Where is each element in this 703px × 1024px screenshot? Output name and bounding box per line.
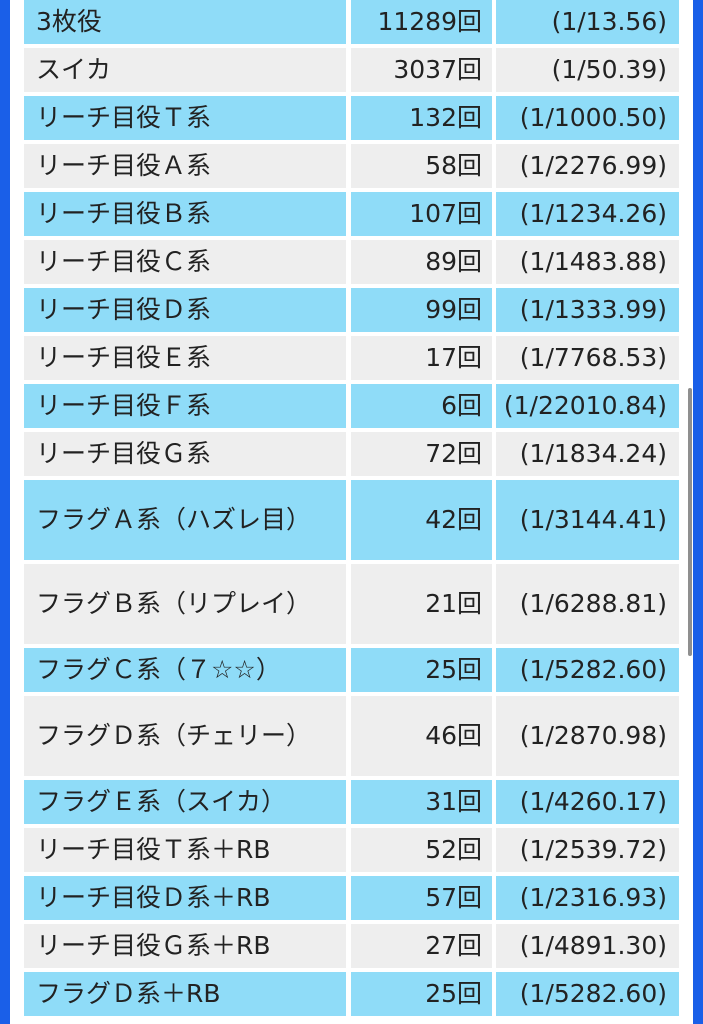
table-row: リーチ目役Ｔ系 132回 (1/1000.50) (24, 96, 679, 140)
table-row: リーチ目役Ｇ系＋RB 27回 (1/4891.30) (24, 924, 679, 968)
table-row: 3枚役 11289回 (1/13.56) (24, 0, 679, 44)
probability-cell: (1/2870.98) (496, 696, 679, 776)
role-name-cell: フラグＡ系（ハズレ目） (24, 480, 346, 560)
count-cell: 42回 (351, 480, 492, 560)
probability-cell: (1/50.39) (496, 48, 679, 92)
role-name-cell: スイカ (24, 48, 346, 92)
probability-cell: (1/6288.81) (496, 564, 679, 644)
probability-cell: (1/2276.99) (496, 144, 679, 188)
role-name-cell: フラグＤ系（チェリー） (24, 696, 346, 776)
role-name-cell: フラグＣ系（７☆☆） (24, 648, 346, 692)
probability-cell: (1/4260.17) (496, 780, 679, 824)
probability-cell: (1/3144.41) (496, 480, 679, 560)
probability-table: 3枚役 11289回 (1/13.56) スイカ 3037回 (1/50.39)… (24, 0, 679, 1020)
role-name-cell: リーチ目役Ｄ系＋RB (24, 876, 346, 920)
probability-cell: (1/2539.72) (496, 828, 679, 872)
count-cell: 27回 (351, 924, 492, 968)
table-row: リーチ目役Ｄ系＋RB 57回 (1/2316.93) (24, 876, 679, 920)
count-cell: 25回 (351, 648, 492, 692)
table-row: リーチ目役Ａ系 58回 (1/2276.99) (24, 144, 679, 188)
count-cell: 57回 (351, 876, 492, 920)
count-cell: 21回 (351, 564, 492, 644)
probability-cell: (1/22010.84) (496, 384, 679, 428)
count-cell: 31回 (351, 780, 492, 824)
probability-cell: (1/1234.26) (496, 192, 679, 236)
count-cell: 132回 (351, 96, 492, 140)
role-name-cell: フラグＥ系（スイカ） (24, 780, 346, 824)
role-name-cell: リーチ目役Ｅ系 (24, 336, 346, 380)
count-cell: 3037回 (351, 48, 492, 92)
probability-cell: (1/13.56) (496, 0, 679, 44)
probability-cell: (1/7768.53) (496, 336, 679, 380)
role-name-cell: リーチ目役Ｇ系＋RB (24, 924, 346, 968)
count-cell: 52回 (351, 828, 492, 872)
table-row: フラグＡ系（ハズレ目） 42回 (1/3144.41) (24, 480, 679, 560)
table-row: リーチ目役Ｂ系 107回 (1/1234.26) (24, 192, 679, 236)
role-name-cell: リーチ目役Ｇ系 (24, 432, 346, 476)
role-name-cell: フラグＤ系＋RB (24, 972, 346, 1016)
count-cell: 89回 (351, 240, 492, 284)
right-border (693, 0, 703, 1024)
probability-cell: (1/1000.50) (496, 96, 679, 140)
count-cell: 46回 (351, 696, 492, 776)
count-cell: 6回 (351, 384, 492, 428)
role-name-cell: リーチ目役Ｔ系 (24, 96, 346, 140)
table-row: フラグＤ系＋RB 25回 (1/5282.60) (24, 972, 679, 1016)
left-border (0, 0, 10, 1024)
table-row: リーチ目役Ｆ系 6回 (1/22010.84) (24, 384, 679, 428)
role-name-cell: リーチ目役Ａ系 (24, 144, 346, 188)
role-name-cell: リーチ目役Ｄ系 (24, 288, 346, 332)
probability-cell: (1/5282.60) (496, 972, 679, 1016)
probability-cell: (1/4891.30) (496, 924, 679, 968)
role-name-cell: リーチ目役Ｆ系 (24, 384, 346, 428)
role-name-cell: リーチ目役Ｂ系 (24, 192, 346, 236)
count-cell: 58回 (351, 144, 492, 188)
count-cell: 72回 (351, 432, 492, 476)
table-row: リーチ目役Ｇ系 72回 (1/1834.24) (24, 432, 679, 476)
table-row: リーチ目役Ｄ系 99回 (1/1333.99) (24, 288, 679, 332)
vertical-scrollbar[interactable] (688, 388, 692, 656)
role-name-cell: フラグＢ系（リプレイ） (24, 564, 346, 644)
count-cell: 11289回 (351, 0, 492, 44)
table-row: リーチ目役Ｃ系 89回 (1/1483.88) (24, 240, 679, 284)
table-row: フラグＥ系（スイカ） 31回 (1/4260.17) (24, 780, 679, 824)
table-row: フラグＤ系（チェリー） 46回 (1/2870.98) (24, 696, 679, 776)
count-cell: 99回 (351, 288, 492, 332)
probability-cell: (1/2316.93) (496, 876, 679, 920)
table-row: フラグＣ系（７☆☆） 25回 (1/5282.60) (24, 648, 679, 692)
count-cell: 107回 (351, 192, 492, 236)
table-row: フラグＢ系（リプレイ） 21回 (1/6288.81) (24, 564, 679, 644)
probability-cell: (1/1834.24) (496, 432, 679, 476)
role-name-cell: リーチ目役Ｔ系＋RB (24, 828, 346, 872)
table-row: スイカ 3037回 (1/50.39) (24, 48, 679, 92)
count-cell: 17回 (351, 336, 492, 380)
role-name-cell: 3枚役 (24, 0, 346, 44)
table-row: リーチ目役Ｔ系＋RB 52回 (1/2539.72) (24, 828, 679, 872)
probability-cell: (1/1483.88) (496, 240, 679, 284)
table-row: リーチ目役Ｅ系 17回 (1/7768.53) (24, 336, 679, 380)
count-cell: 25回 (351, 972, 492, 1016)
probability-cell: (1/1333.99) (496, 288, 679, 332)
role-name-cell: リーチ目役Ｃ系 (24, 240, 346, 284)
probability-cell: (1/5282.60) (496, 648, 679, 692)
